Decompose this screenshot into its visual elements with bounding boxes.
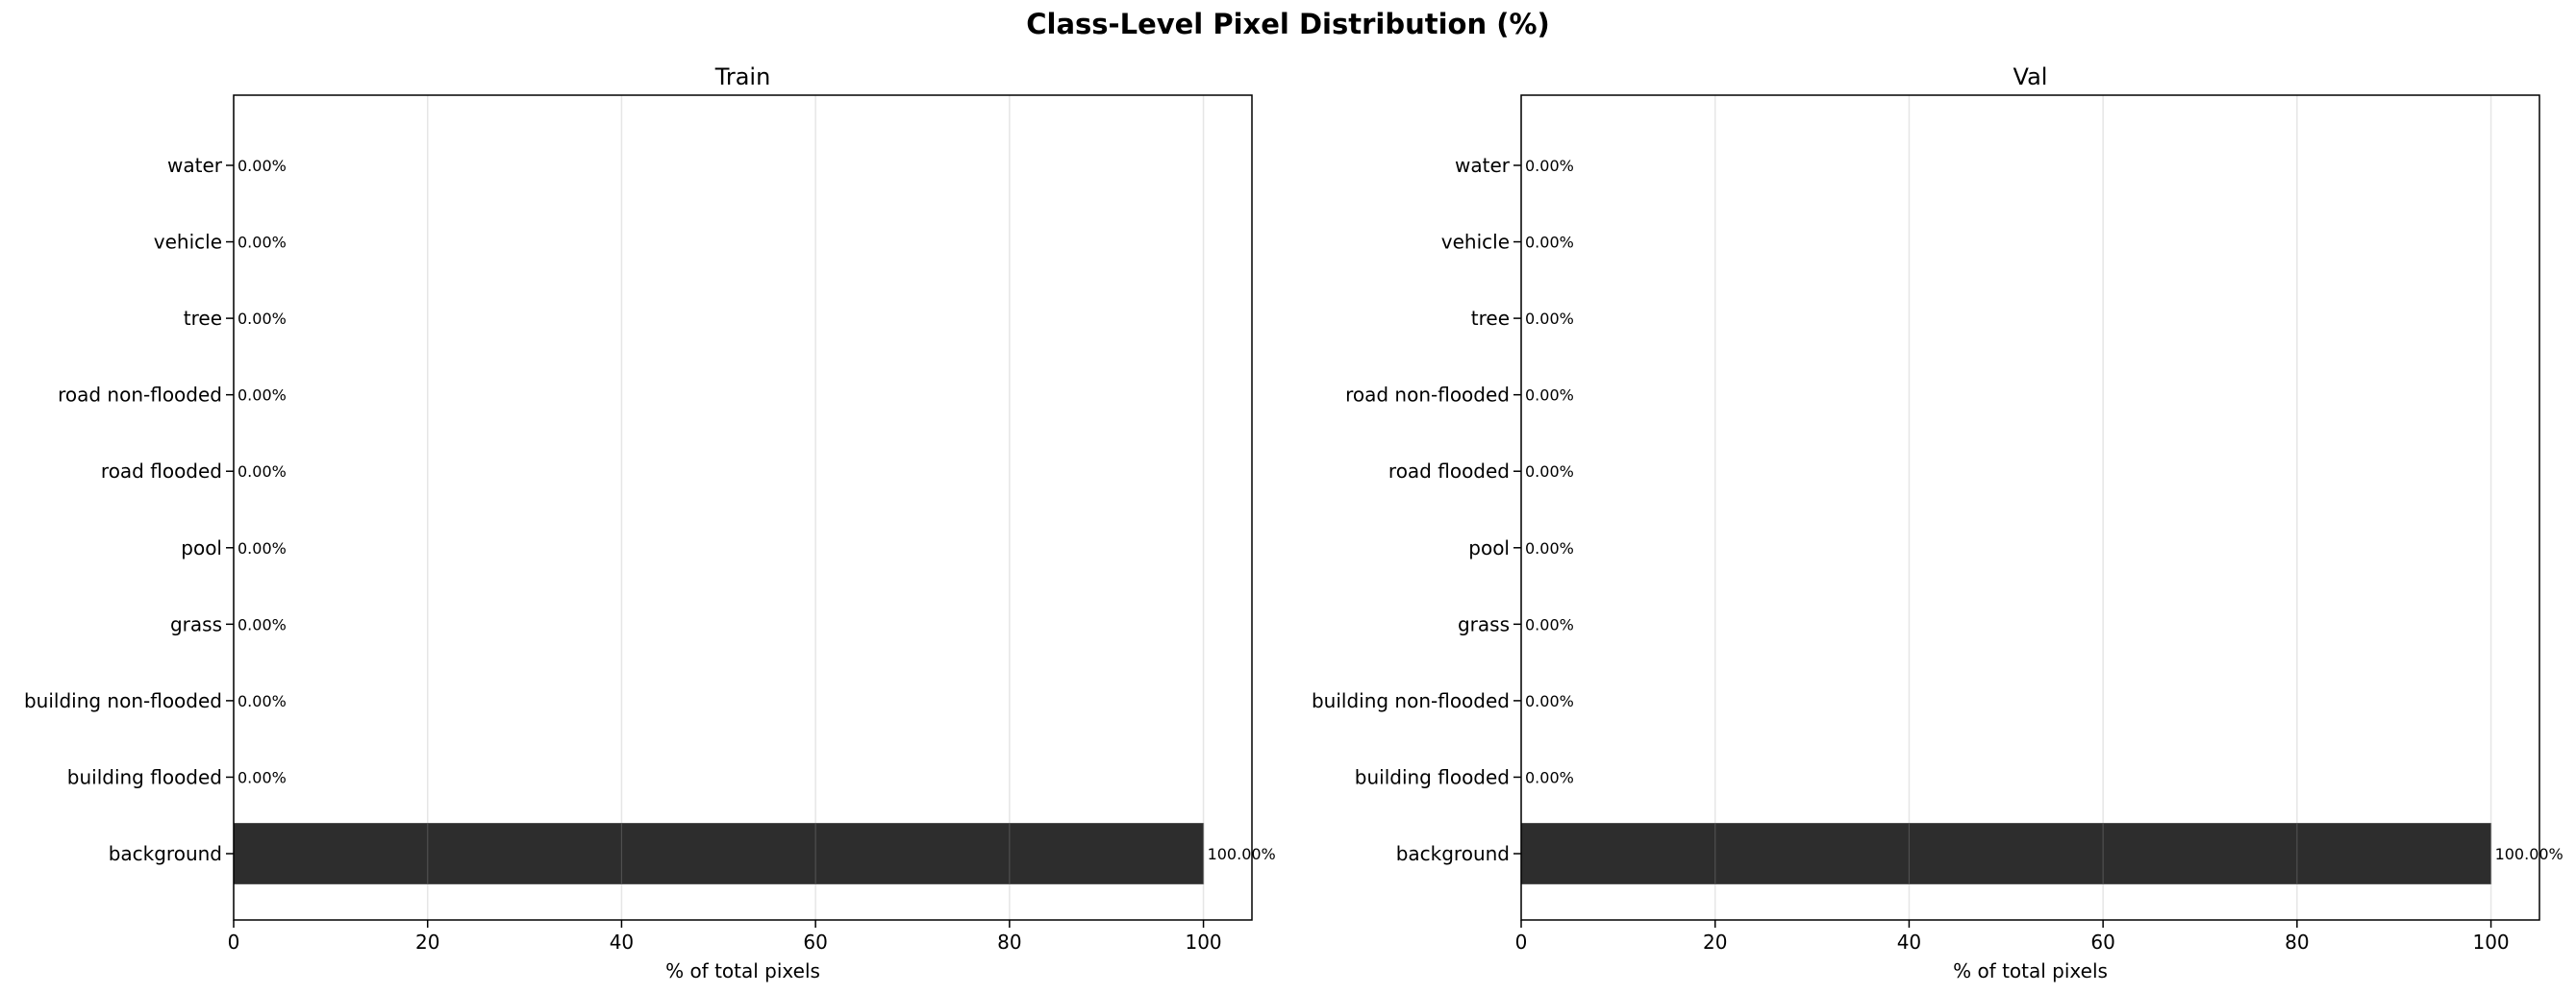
y-tick-label: water	[1455, 154, 1511, 177]
data-label: 0.00%	[1525, 234, 1574, 252]
y-tick-label: vehicle	[1441, 231, 1510, 254]
y-tick-label: building non-flooded	[1312, 689, 1510, 712]
x-tick-label: 100	[2472, 931, 2509, 954]
x-tick-label: 60	[2090, 931, 2114, 954]
data-label: 0.00%	[1525, 615, 1574, 634]
data-label: 0.00%	[238, 157, 287, 175]
panel-title: Val	[2013, 63, 2048, 90]
x-tick-label: 0	[228, 931, 240, 954]
x-tick-label: 100	[1185, 931, 1221, 954]
x-tick-label: 40	[610, 931, 634, 954]
x-tick-label: 20	[415, 931, 439, 954]
data-label: 100.00%	[2495, 845, 2563, 863]
y-tick-label: building flooded	[67, 765, 222, 788]
y-tick-label: background	[109, 842, 222, 865]
axes-frame	[233, 94, 1253, 921]
y-tick-label: tree	[184, 307, 222, 330]
data-label: 0.00%	[1525, 157, 1574, 175]
y-tick-label: background	[1396, 842, 1510, 865]
y-tick-label: grass	[170, 612, 222, 635]
y-tick-label: road non-flooded	[58, 384, 222, 407]
y-tick-label: road non-flooded	[1345, 384, 1510, 407]
data-label: 0.00%	[238, 462, 287, 481]
y-tick-label: road flooded	[1388, 460, 1510, 483]
x-tick-label: 0	[1515, 931, 1528, 954]
x-axis-label: % of total pixels	[1953, 959, 2108, 982]
y-tick-label: road flooded	[101, 460, 222, 483]
y-tick-label: pool	[181, 536, 222, 559]
y-tick-label: building flooded	[1355, 765, 1510, 788]
data-label: 0.00%	[238, 386, 287, 405]
y-tick-label: vehicle	[154, 231, 222, 254]
chart-suptitle: Class-Level Pixel Distribution (%)	[1026, 8, 1550, 40]
x-tick-label: 60	[803, 931, 827, 954]
data-label: 0.00%	[238, 539, 287, 558]
y-tick-label: building non-flooded	[24, 689, 222, 712]
data-label: 0.00%	[1525, 539, 1574, 558]
x-tick-label: 80	[997, 931, 1021, 954]
x-tick-label: 20	[1703, 931, 1727, 954]
data-label: 0.00%	[1525, 310, 1574, 328]
panel-title: Train	[714, 63, 771, 90]
data-label: 0.00%	[238, 768, 287, 786]
y-tick-label: tree	[1471, 307, 1510, 330]
data-label: 100.00%	[1208, 845, 1276, 863]
y-tick-label: water	[167, 154, 223, 177]
data-label: 0.00%	[238, 234, 287, 252]
data-label: 0.00%	[1525, 692, 1574, 710]
data-label: 0.00%	[1525, 768, 1574, 786]
data-label: 0.00%	[1525, 462, 1574, 481]
axes-frame	[1520, 94, 2540, 921]
x-tick-label: 80	[2285, 931, 2309, 954]
data-label: 0.00%	[238, 615, 287, 634]
y-tick-label: pool	[1468, 536, 1510, 559]
data-label: 0.00%	[1525, 386, 1574, 405]
x-tick-label: 40	[1897, 931, 1921, 954]
data-label: 0.00%	[238, 310, 287, 328]
bar-background	[1521, 823, 2491, 884]
bar-background	[234, 823, 1204, 884]
y-tick-label: grass	[1458, 612, 1510, 635]
x-axis-label: % of total pixels	[665, 959, 820, 982]
data-label: 0.00%	[238, 692, 287, 710]
